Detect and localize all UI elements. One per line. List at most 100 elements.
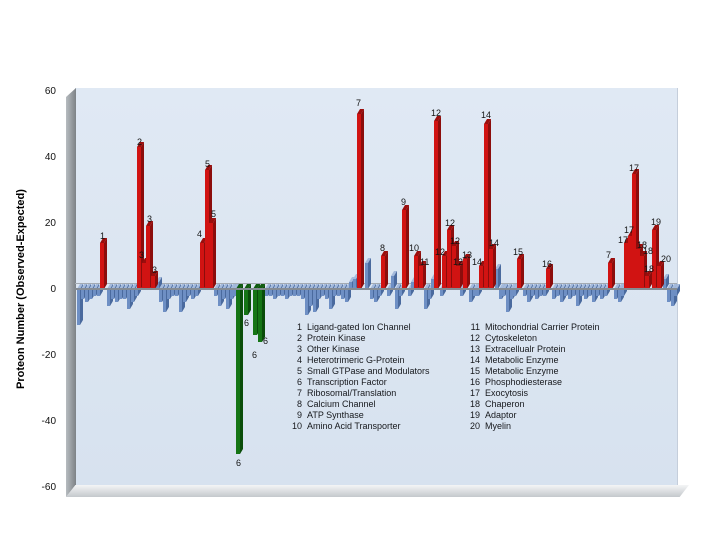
bar-category-5 (205, 170, 209, 289)
background-bar (273, 289, 276, 299)
bar-label: 6 (236, 458, 242, 468)
background-bar (391, 275, 394, 289)
bar-category-12 (456, 265, 460, 289)
bar-label: 9 (401, 197, 407, 207)
bar-label: 12 (431, 108, 442, 118)
bar-label: 11 (420, 257, 430, 267)
background-bar (297, 289, 300, 296)
bar-category-17 (624, 242, 628, 289)
background-bar (568, 289, 571, 299)
bar-label: 17 (624, 225, 635, 235)
background-bar (399, 289, 402, 296)
legend-row: 18 Chaperon (468, 399, 600, 410)
bar-label: 6 (244, 318, 250, 328)
legend-number: 9 (296, 410, 302, 420)
legend-row: 12 Cytoskeleton (468, 333, 600, 344)
bar-label: 5 (211, 209, 217, 219)
legend-label: Chaperon (485, 399, 525, 409)
bar-category-18 (636, 249, 640, 289)
background-bar (277, 289, 280, 296)
bar-label: 13 (462, 250, 473, 260)
legend-label: Ligand-gated Ion Channel (307, 322, 411, 332)
bar-label: 20 (661, 254, 672, 264)
legend-label: Protein Kinase (307, 333, 366, 343)
y-tick-label: -40 (41, 416, 56, 427)
legend-row: 20 Myelin (468, 421, 600, 432)
legend-row: 5 Small GTPase and Modulators (290, 366, 430, 377)
legend-number: 1 (296, 322, 302, 332)
background-bar (175, 289, 178, 296)
legend-number: 16 (469, 377, 480, 387)
bar-label: 12 (445, 218, 456, 228)
legend-row: 1 Ligand-gated Ion Channel (290, 322, 430, 333)
background-bar (195, 289, 198, 296)
background-bar (289, 289, 292, 296)
legend-label: Small GTPase and Modulators (307, 366, 430, 376)
bar-label: 12 (453, 257, 464, 267)
background-bar (506, 289, 509, 313)
background-bar (580, 289, 583, 296)
zero-line-back (75, 283, 677, 284)
background-bar (473, 289, 476, 296)
legend-label: Extracellualr Protein (485, 344, 566, 354)
background-bar (395, 289, 398, 309)
legend-row: 11 Mitochondrial Carrier Protein (468, 322, 600, 333)
background-bar (513, 289, 516, 296)
background-bar (539, 289, 542, 296)
bar-label: 18 (644, 264, 655, 274)
background-bar (604, 289, 607, 296)
background-bar (230, 289, 233, 299)
legend-row: 4 Heterotrimeric G-Protein (290, 355, 430, 366)
bar-label: 10 (409, 243, 420, 253)
background-bar (313, 289, 316, 313)
bar-label: 1 (100, 231, 106, 241)
background-bar (564, 289, 567, 296)
background-bar (337, 289, 340, 296)
background-bar (588, 289, 591, 296)
legend-label: Mitochondrial Carrier Protein (485, 322, 600, 332)
background-bar (171, 289, 174, 296)
background-bar (572, 289, 575, 296)
background-bar (621, 289, 624, 296)
legend-number: 5 (296, 366, 302, 376)
bar-label: 16 (542, 259, 553, 269)
legend-label: Heterotrimeric G-Protein (307, 355, 405, 365)
background-bar (341, 289, 344, 299)
bar-category-12 (434, 120, 438, 289)
bar-label: 8 (380, 243, 386, 253)
bar-label: 3 (139, 250, 145, 260)
legend-row: 19 Adaptor (468, 410, 600, 421)
legend-label: Ribosomal/Translation (307, 388, 397, 398)
background-bar (119, 289, 122, 299)
background-bar (269, 289, 272, 296)
background-bar (97, 289, 100, 296)
background-bar (531, 289, 534, 296)
background-bar (77, 289, 80, 326)
background-bar (179, 289, 182, 313)
background-bar (674, 289, 677, 296)
bar-category-14 (484, 124, 488, 289)
background-bar (81, 289, 84, 299)
background-bar (535, 289, 538, 299)
background-bar (93, 289, 96, 296)
background-bar (408, 289, 411, 296)
background-bar (523, 289, 526, 296)
bar-label: 3 (147, 214, 153, 224)
background-bar (281, 289, 284, 296)
bar-label: 14 (489, 238, 500, 248)
legend-row: 16 Phosphodiesterase (468, 377, 600, 388)
background-bar (614, 289, 617, 299)
background-bar (527, 289, 530, 303)
bar-category-12 (442, 256, 446, 289)
background-bar (411, 282, 414, 289)
legend-label: Exocytosis (485, 388, 529, 398)
legend-label: Calcium Channel (307, 399, 376, 409)
background-bar (469, 289, 472, 303)
background-bar (163, 289, 166, 313)
background-bar (663, 279, 666, 289)
bar-label: 17 (618, 235, 629, 245)
bar-category-3 (146, 226, 150, 289)
background-bar (85, 289, 88, 303)
legend-number: 20 (469, 421, 480, 431)
